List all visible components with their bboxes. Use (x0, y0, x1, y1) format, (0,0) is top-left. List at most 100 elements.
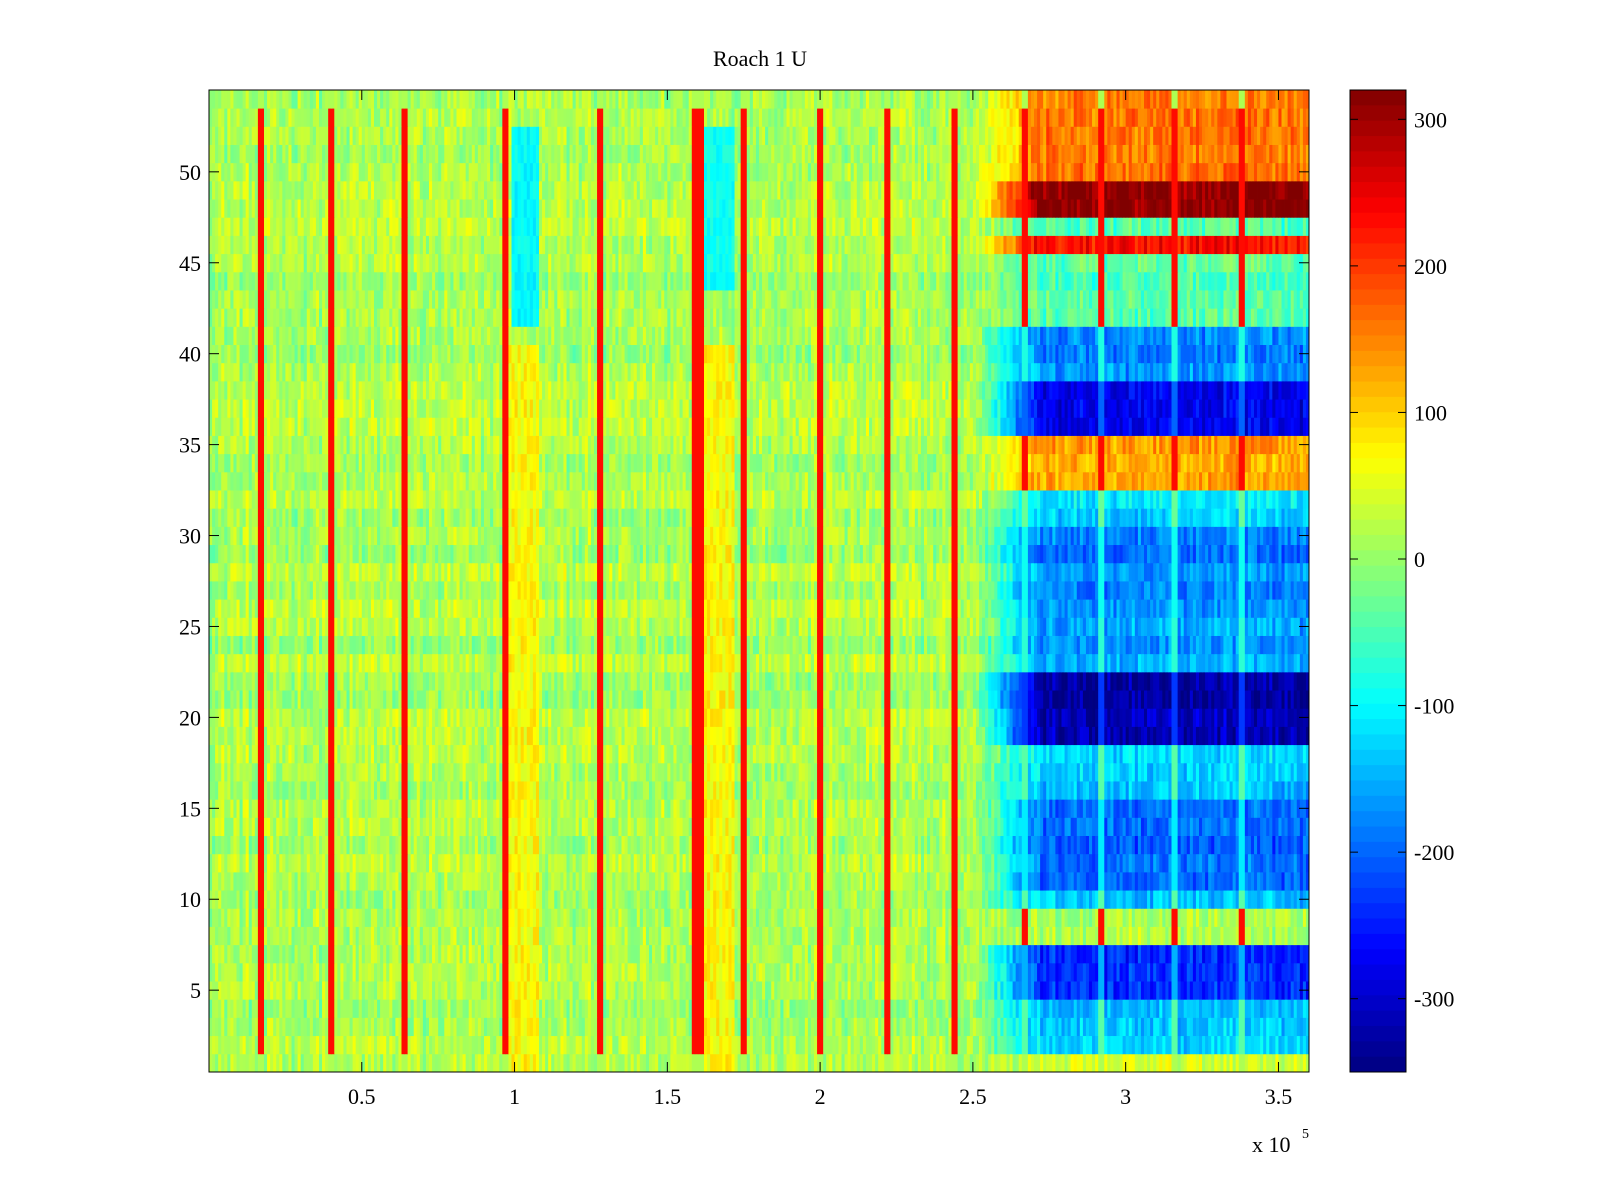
heatmap-cell (1015, 926, 1020, 946)
heatmap-cell (645, 835, 650, 855)
heatmap-cell (1131, 853, 1136, 873)
heatmap-cell (1226, 853, 1230, 873)
heatmap-cell (419, 944, 424, 964)
heatmap-cell (377, 944, 381, 964)
heatmap-cell (441, 926, 445, 946)
heatmap-cell (774, 962, 778, 982)
heatmap-cell (700, 871, 705, 891)
heatmap-cell (1055, 871, 1059, 891)
heatmap-cell (960, 926, 965, 946)
heatmap-cell (645, 962, 650, 982)
heatmap-cell (364, 1053, 369, 1073)
heatmap-cell (789, 835, 794, 855)
heatmap-cell (230, 908, 234, 927)
heatmap-cell (377, 871, 381, 891)
heatmap-cell (645, 926, 650, 946)
heatmap-cell (1082, 890, 1087, 909)
heatmap-cell (817, 1035, 821, 1055)
heatmap-cell (713, 981, 717, 1000)
heatmap-cell (801, 1053, 806, 1073)
heatmap-cell (1156, 871, 1160, 891)
heatmap-cell (1229, 962, 1234, 982)
heatmap-cell (725, 1053, 729, 1073)
heatmap-cell (933, 853, 937, 873)
heatmap-cell (600, 817, 604, 836)
heatmap-cell (948, 926, 952, 946)
heatmap-cell (572, 890, 577, 909)
heatmap-cell (343, 871, 347, 891)
heatmap-cell (865, 853, 870, 873)
heatmap-cell (361, 1035, 366, 1055)
heatmap-cell (975, 981, 980, 1000)
heatmap-cell (389, 908, 393, 927)
heatmap-cell (370, 853, 375, 873)
heatmap-cell (1260, 926, 1264, 946)
heatmap-cell (1180, 926, 1185, 946)
heatmap-cell (1058, 853, 1062, 873)
heatmap-cell (257, 926, 262, 946)
heatmap-cell (697, 944, 702, 964)
heatmap-cell (685, 1017, 690, 1037)
heatmap-cell (254, 999, 259, 1018)
chart-title: Roach 1 U (713, 46, 807, 71)
heatmap-cell (881, 817, 885, 836)
heatmap-cell (905, 853, 910, 873)
heatmap-cell (1043, 835, 1047, 855)
heatmap-cell (869, 817, 873, 836)
heatmap-cell (994, 1035, 998, 1055)
heatmap-cell (979, 981, 983, 1000)
heatmap-cell (1250, 944, 1255, 964)
heatmap-cell (227, 908, 231, 927)
heatmap-cell (777, 871, 781, 891)
heatmap-cell (364, 944, 369, 964)
heatmap-cell (1061, 999, 1065, 1018)
heatmap-cell (1128, 1035, 1133, 1055)
heatmap-cell (471, 944, 476, 964)
heatmap-cell (557, 1017, 561, 1037)
heatmap-cell (759, 853, 763, 873)
heatmap-cell (875, 817, 879, 836)
heatmap-cell (303, 999, 308, 1018)
heatmap-cell (288, 944, 292, 964)
heatmap-cell (346, 871, 350, 891)
heatmap-cell (1199, 871, 1203, 891)
heatmap-cell (477, 944, 482, 964)
heatmap-cell (1140, 871, 1145, 891)
heatmap-cell (569, 817, 574, 836)
heatmap-cell (829, 1017, 833, 1037)
heatmap-cell (801, 944, 806, 964)
heatmap-cell (667, 1017, 671, 1037)
heatmap-cell (407, 962, 412, 982)
heatmap-cell (1254, 1035, 1258, 1055)
heatmap-cell (1107, 890, 1111, 909)
heatmap-cell (908, 835, 913, 855)
heatmap-cell (441, 817, 445, 836)
heatmap-cell (676, 944, 680, 964)
heatmap-cell (780, 890, 784, 909)
heatmap-cell (404, 817, 409, 836)
heatmap-cell (291, 853, 295, 873)
heatmap-cell (453, 871, 457, 891)
heatmap-cell (435, 962, 439, 982)
heatmap-cell (377, 999, 381, 1018)
heatmap-cell (917, 926, 922, 946)
heatmap-cell (713, 944, 717, 964)
heatmap-cell (1140, 944, 1145, 964)
heatmap-cell (236, 962, 240, 982)
heatmap-cell (649, 962, 653, 982)
heatmap-cell (508, 1035, 512, 1055)
heatmap-cell (325, 835, 329, 855)
heatmap-cell (465, 890, 470, 909)
heatmap-cell (1229, 944, 1234, 964)
heatmap-cell (612, 890, 616, 909)
heatmap-cell (966, 999, 971, 1018)
heatmap-cell (936, 944, 940, 964)
heatmap-cell (884, 853, 888, 873)
heatmap-cell (392, 853, 396, 873)
heatmap-cell (997, 871, 1001, 891)
heatmap-cell (548, 944, 552, 964)
heatmap-cell (282, 999, 286, 1018)
heatmap-cell (707, 1035, 711, 1055)
heatmap-cell (1000, 1035, 1004, 1055)
heatmap-cell (951, 1017, 955, 1037)
